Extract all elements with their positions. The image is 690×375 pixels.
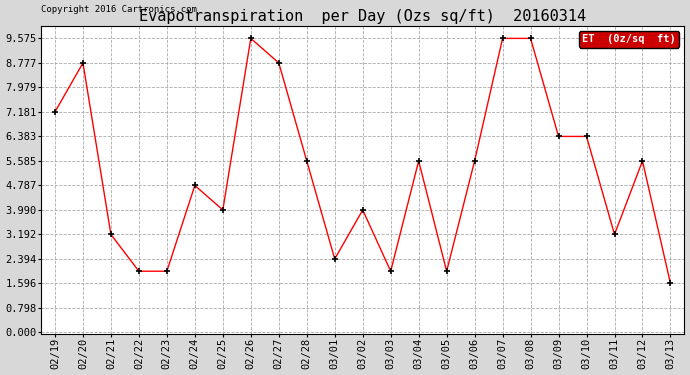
Legend: ET  (0z/sq  ft): ET (0z/sq ft) bbox=[579, 32, 679, 48]
Text: Copyright 2016 Cartronics.com: Copyright 2016 Cartronics.com bbox=[41, 5, 197, 14]
Title: Evapotranspiration  per Day (Ozs sq/ft)  20160314: Evapotranspiration per Day (Ozs sq/ft) 2… bbox=[139, 9, 586, 24]
